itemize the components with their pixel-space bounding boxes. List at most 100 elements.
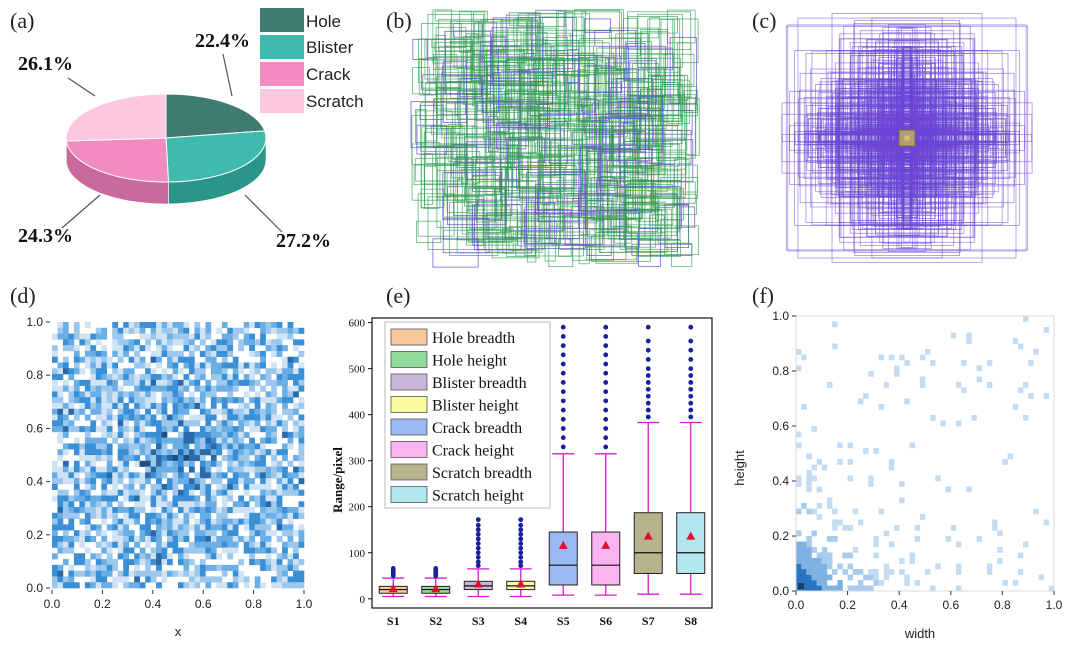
heat-cell bbox=[199, 397, 206, 404]
heat-cell bbox=[62, 460, 69, 467]
heat-cell bbox=[243, 362, 250, 369]
heat-cell bbox=[101, 420, 108, 427]
heat-cell bbox=[156, 327, 162, 334]
heat-cell bbox=[101, 507, 108, 514]
x-tick-label: S5 bbox=[557, 614, 570, 628]
heat-cell bbox=[156, 455, 162, 462]
heat-cell bbox=[199, 512, 206, 519]
mean-marker bbox=[473, 579, 483, 588]
heat-cell bbox=[265, 483, 272, 490]
heat-cell bbox=[145, 460, 151, 467]
heat-cell bbox=[188, 449, 195, 456]
heat-cell bbox=[199, 426, 206, 433]
heat-cell bbox=[821, 569, 828, 575]
heat-cell bbox=[298, 426, 305, 433]
heat-cell bbox=[150, 379, 157, 386]
purple-box bbox=[622, 122, 635, 145]
heat-cell bbox=[134, 420, 140, 427]
green-box bbox=[486, 65, 509, 133]
heat-cell bbox=[950, 332, 957, 339]
heat-cell bbox=[271, 368, 277, 375]
heat-cell bbox=[826, 497, 833, 504]
heat-cell bbox=[287, 483, 294, 490]
heat-cell bbox=[287, 327, 294, 334]
heat-cell bbox=[90, 466, 97, 473]
pie-chart: 22.4% 27.2% 24.3% 26.1% Hole Blister Cra… bbox=[18, 8, 364, 252]
heat-cell bbox=[1012, 404, 1019, 410]
green-box bbox=[471, 126, 487, 177]
heat-cell bbox=[150, 322, 157, 329]
heat-cell bbox=[90, 345, 97, 352]
heat-cell bbox=[134, 437, 140, 444]
heat-cell bbox=[227, 431, 234, 438]
heat-cell bbox=[183, 339, 190, 346]
legend-swatch bbox=[390, 463, 428, 481]
heat-cell bbox=[95, 374, 102, 381]
heat-cell bbox=[161, 443, 168, 450]
heat-cell bbox=[68, 570, 75, 577]
heat-cell bbox=[172, 385, 179, 392]
heat-cell bbox=[216, 472, 223, 479]
heat-cell bbox=[57, 414, 64, 421]
heat-cell bbox=[249, 507, 255, 514]
heat-cell bbox=[243, 408, 250, 415]
heat-cell bbox=[811, 547, 817, 553]
heat-cell bbox=[90, 501, 97, 508]
heat-cell bbox=[128, 379, 135, 386]
heat-cell bbox=[811, 574, 817, 581]
heat-cell bbox=[95, 350, 102, 357]
heat-cell bbox=[194, 455, 201, 462]
heat-cell bbox=[298, 431, 305, 438]
heat-cell bbox=[73, 449, 80, 456]
heat-cell bbox=[847, 525, 854, 531]
y-tick-label: 1.0 bbox=[772, 309, 789, 323]
heat-cell bbox=[271, 501, 277, 508]
heat-cell bbox=[106, 507, 113, 514]
heat-cell bbox=[62, 535, 69, 543]
heat-cell bbox=[167, 350, 173, 357]
heat-cell bbox=[90, 512, 97, 519]
heat-cell bbox=[123, 345, 129, 352]
heat-cell bbox=[243, 322, 250, 329]
heat-cell bbox=[945, 536, 952, 542]
heat-cell bbox=[123, 379, 129, 386]
heat-cell bbox=[243, 472, 250, 479]
purple-box bbox=[618, 186, 681, 240]
heat-cell bbox=[260, 501, 266, 508]
heat-cell bbox=[84, 449, 91, 456]
heat-cell bbox=[816, 585, 823, 592]
heat-cell bbox=[287, 576, 294, 583]
heat-cell bbox=[930, 415, 936, 421]
heat-cell bbox=[232, 368, 239, 375]
heat-cell bbox=[282, 507, 288, 514]
heat-cell bbox=[188, 420, 195, 427]
heat-cell bbox=[84, 507, 91, 514]
heat-cell bbox=[112, 564, 119, 571]
heat-cell bbox=[254, 460, 261, 467]
heat-cell bbox=[205, 489, 212, 496]
heat-cell bbox=[837, 585, 843, 592]
heat-cell bbox=[128, 437, 135, 444]
heat-cell bbox=[282, 472, 288, 479]
heat-cell bbox=[106, 431, 113, 438]
heat-cell bbox=[1033, 349, 1039, 355]
heat-cell bbox=[243, 582, 250, 589]
heat-cell bbox=[254, 559, 261, 566]
heat-cell bbox=[811, 464, 817, 471]
heat-cell bbox=[210, 362, 217, 369]
heat-cell bbox=[134, 460, 140, 467]
heat-cell bbox=[199, 385, 206, 392]
heat-cell bbox=[188, 397, 195, 404]
heat-cell bbox=[287, 414, 294, 421]
heat-cell bbox=[811, 558, 817, 564]
heat-cell bbox=[293, 541, 299, 548]
heat-cell bbox=[145, 402, 151, 410]
heat-cell bbox=[232, 530, 239, 537]
outlier-point bbox=[645, 347, 651, 353]
plot-frame bbox=[371, 317, 713, 609]
heat-cell bbox=[145, 559, 151, 566]
heat-cell bbox=[139, 570, 146, 577]
heat-cell bbox=[888, 459, 895, 465]
y-tick-label: 0.6 bbox=[772, 419, 789, 433]
legend-swatch bbox=[390, 486, 428, 503]
